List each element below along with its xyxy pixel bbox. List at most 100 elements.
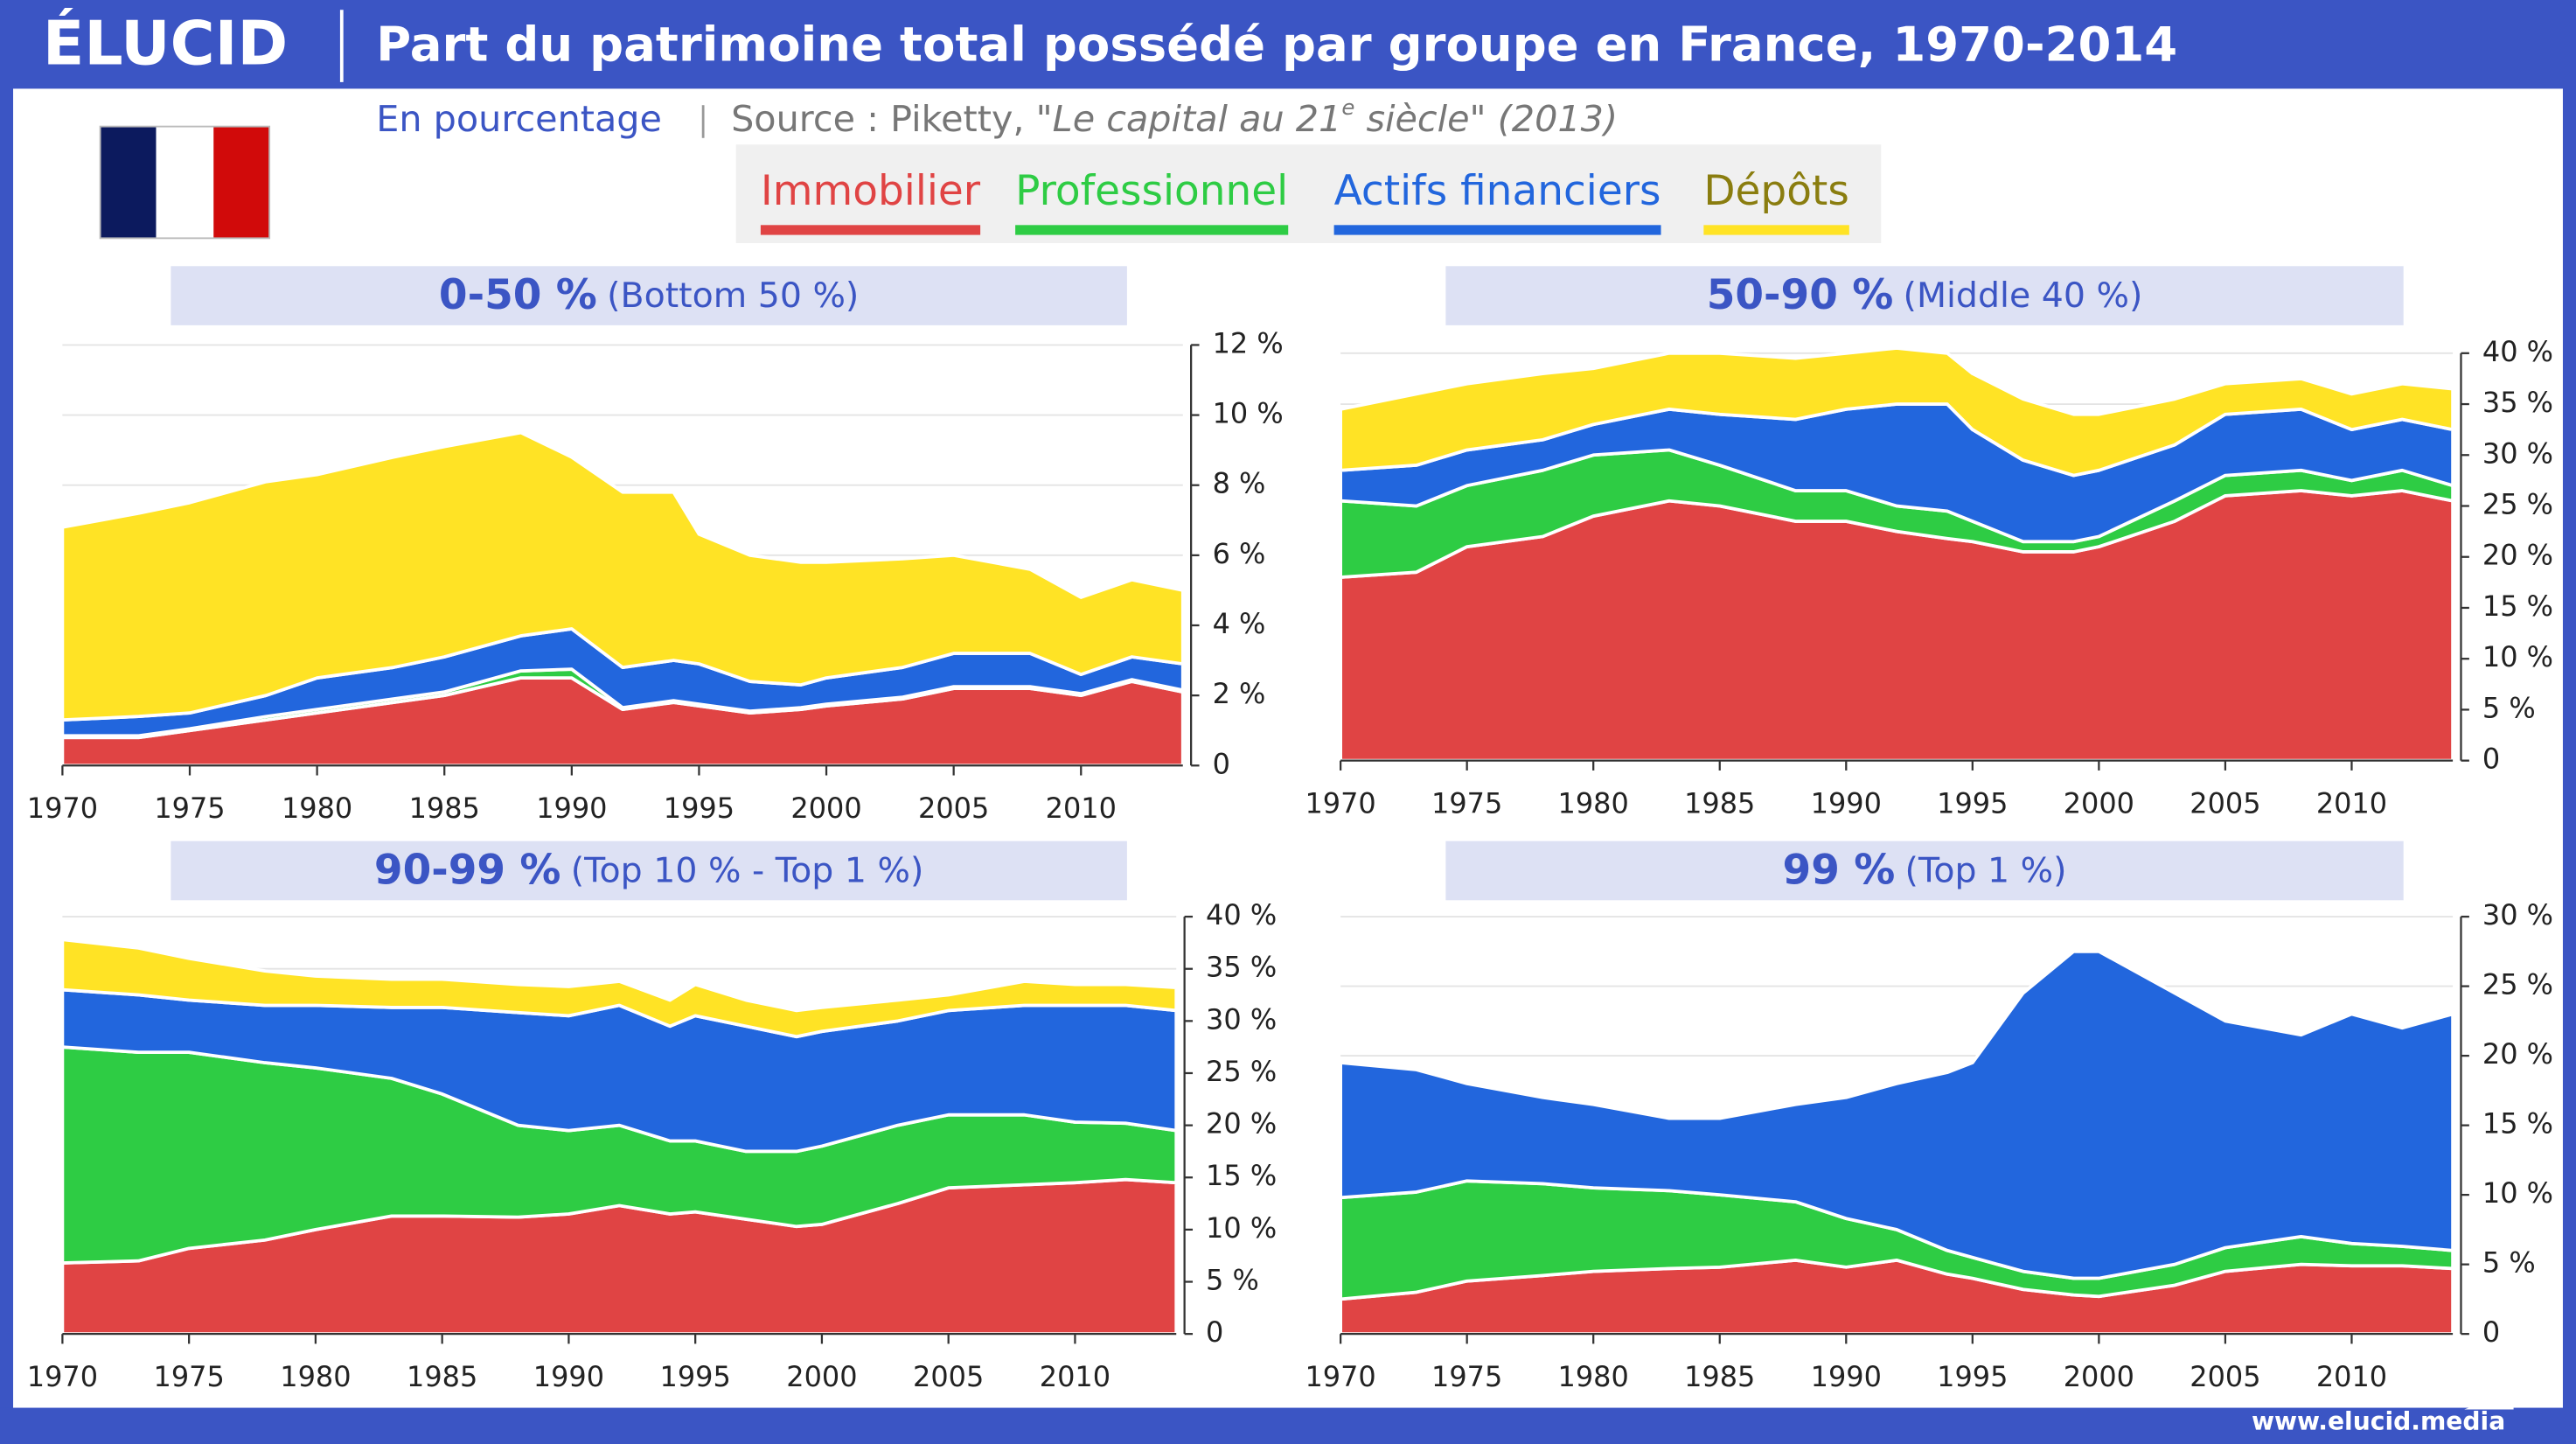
unit: En pourcentage <box>376 98 662 140</box>
legend-swatch <box>1703 225 1849 235</box>
y-tick-label: 40 % <box>2482 335 2553 368</box>
area <box>1339 949 2454 1280</box>
logo: ÉLUCID <box>43 8 288 80</box>
y-tick-label: 40 % <box>1206 898 1277 931</box>
y-tick-label: 15 % <box>2482 589 2553 623</box>
panel-title: 99 % (Top 1 %) <box>1783 846 2067 894</box>
y-tick-label: 25 % <box>2482 968 2553 1001</box>
panel: 0-50 % (Bottom 50 %) 0 2 % 4 % 6 % 8 % 10 % 12 %… <box>27 266 1284 825</box>
legend-label: Dépôts <box>1703 167 1848 215</box>
y-tick-label: 5 % <box>2482 1246 2536 1280</box>
x-tick-label: 1975 <box>1431 1360 1502 1393</box>
y-tick-label: 10 % <box>2482 640 2553 673</box>
url: www.elucid.media <box>2252 1407 2505 1436</box>
y-tick-label: 10 % <box>1213 397 1284 430</box>
x-tick-label: 2010 <box>2316 1360 2387 1393</box>
panel-title-main: 50-90 % <box>1707 270 1894 318</box>
y-tick-label: 2 % <box>1213 677 1266 710</box>
y-tick-label: 5 % <box>1206 1264 1259 1297</box>
y-tick-label: 35 % <box>1206 951 1277 984</box>
x-tick-label: 1990 <box>1811 1360 1882 1393</box>
panel: 50-90 % (Middle 40 %) 0 5 % 10 % 15 % 20 % 25 %… <box>1305 266 2553 820</box>
page-title: Part du patrimoine total possédé par gro… <box>376 17 2177 73</box>
y-tick-label: 30 % <box>2482 898 2553 931</box>
y-tick-label: 20 % <box>2482 1037 2553 1071</box>
y-tick-label: 0 <box>2482 743 2500 776</box>
y-tick-label: 10 % <box>1206 1211 1277 1245</box>
x-tick-label: 1975 <box>154 1360 225 1393</box>
x-tick-label: 1995 <box>660 1360 731 1393</box>
panel-title: 50-90 % (Middle 40 %) <box>1707 270 2143 318</box>
x-tick-label: 2005 <box>2190 786 2260 820</box>
x-tick-label: 2000 <box>2064 786 2134 820</box>
x-tick-label: 1990 <box>533 1360 604 1393</box>
panel-title-sub: (Bottom 50 %) <box>607 275 859 315</box>
legend-swatch <box>1015 225 1289 235</box>
y-tick-label: 12 % <box>1213 326 1284 359</box>
flag <box>99 125 271 240</box>
y-tick-label: 6 % <box>1213 537 1266 570</box>
x-tick-label: 1975 <box>154 792 225 825</box>
x-tick-label: 1970 <box>1305 786 1375 820</box>
x-tick-label: 2000 <box>2064 1360 2134 1393</box>
x-tick-label: 2010 <box>1040 1360 1110 1393</box>
area <box>60 430 1185 722</box>
y-tick-label: 15 % <box>2482 1107 2553 1141</box>
y-tick-label: 30 % <box>1206 1002 1277 1036</box>
panel: 90-99 % (Top 10 % - Top 1 %) 0 5 % 10 % 15 % 2… <box>27 841 1277 1393</box>
x-tick-label: 2005 <box>913 1360 984 1393</box>
source-line: En pourcentage Source : Piketty, "Le cap… <box>376 94 1618 140</box>
panel-title-main: 90-99 % <box>374 846 561 894</box>
y-tick-label: 25 % <box>2482 488 2553 521</box>
y-tick-label: 0 <box>2482 1315 2500 1349</box>
panel-title-box <box>1445 266 2404 325</box>
x-tick-label: 1985 <box>407 1360 477 1393</box>
x-tick-label: 2010 <box>1046 792 1117 825</box>
x-tick-label: 1970 <box>27 792 98 825</box>
panel-title-sub: (Top 1 %) <box>1905 850 2067 890</box>
x-tick-label: 1995 <box>1937 786 2008 820</box>
x-tick-label: 2010 <box>2316 786 2387 820</box>
x-tick-label: 1985 <box>1684 1360 1755 1393</box>
x-tick-label: 1980 <box>1558 786 1629 820</box>
panel-title-main: 99 % <box>1783 846 1896 894</box>
panel-title: 90-99 % (Top 10 % - Top 1 %) <box>374 846 923 894</box>
source-book: "Le capital au 21 <box>1036 98 1342 140</box>
legend-label: Immobilier <box>761 167 981 215</box>
y-tick-label: 0 <box>1206 1315 1223 1349</box>
panel-title-sub: (Middle 40 %) <box>1904 275 2143 315</box>
area <box>60 938 1179 1039</box>
flag-red <box>213 126 270 239</box>
footer <box>0 1407 2576 1444</box>
flag-blue <box>100 126 157 239</box>
y-tick-label: 25 % <box>1206 1055 1277 1088</box>
y-tick-label: 20 % <box>2482 539 2553 572</box>
x-tick-label: 1995 <box>664 792 735 825</box>
x-tick-label: 2005 <box>918 792 989 825</box>
x-tick-label: 2005 <box>2190 1360 2260 1393</box>
legend-label: Actifs financiers <box>1334 167 1661 215</box>
panel-title-box <box>1445 841 2404 901</box>
y-tick-label: 30 % <box>2482 436 2553 470</box>
y-tick-label: 20 % <box>1206 1107 1277 1141</box>
x-tick-label: 1975 <box>1431 786 1502 820</box>
y-tick-label: 4 % <box>1213 607 1266 640</box>
y-tick-label: 0 <box>1213 747 1230 780</box>
x-tick-label: 1980 <box>282 792 352 825</box>
x-tick-label: 1970 <box>1305 1360 1375 1393</box>
y-tick-label: 8 % <box>1213 467 1266 500</box>
panel-title-box <box>171 841 1127 901</box>
source: Source : Piketty, <box>731 98 1036 140</box>
legend-swatch <box>760 225 981 235</box>
x-tick-label: 1990 <box>1811 786 1882 820</box>
x-tick-label: 1970 <box>27 1360 98 1393</box>
x-tick-label: 1990 <box>536 792 607 825</box>
source-book-end: siècle" (2013) <box>1354 98 1618 140</box>
x-tick-label: 1995 <box>1937 1360 2008 1393</box>
panel-title-main: 0-50 % <box>439 270 597 318</box>
x-tick-label: 1985 <box>1684 786 1755 820</box>
source-sup: e <box>1341 94 1354 120</box>
y-tick-label: 15 % <box>1206 1159 1277 1192</box>
y-tick-label: 10 % <box>2482 1176 2553 1210</box>
